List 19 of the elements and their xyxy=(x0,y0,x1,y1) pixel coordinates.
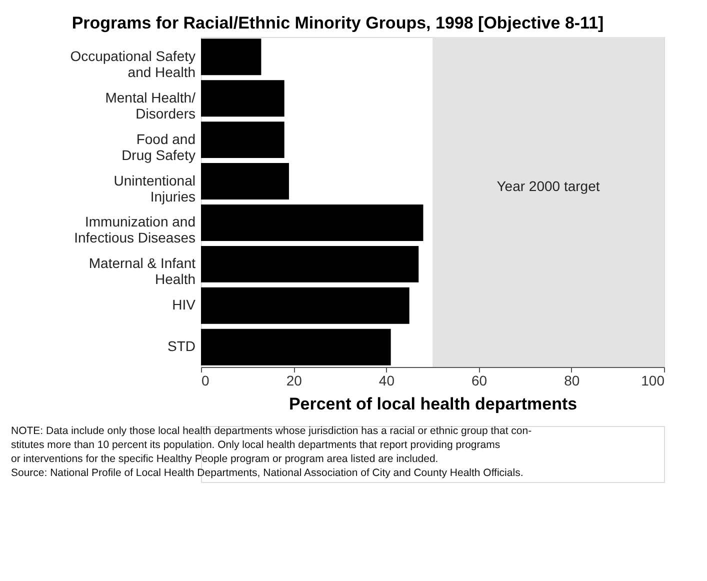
y-tick-label: STD xyxy=(168,338,196,354)
y-tick-label: Occupational Safety and Health xyxy=(70,48,196,80)
y-tick-label: HIV xyxy=(172,296,196,313)
x-tick-label: 100 xyxy=(641,372,665,388)
band-label: Year 2000 target xyxy=(496,178,600,194)
x-tick-label: 40 xyxy=(378,372,395,388)
x-axis-title: Percent of local health departments xyxy=(288,394,578,414)
chart-title: Programs for Racial/Ethnic Minority Groups, 1998 [Objective 8-11] xyxy=(72,14,604,32)
x-tick-label: 20 xyxy=(286,372,302,388)
x-tick-label: 60 xyxy=(472,372,488,388)
y-tick-label: Immunization and Infectious Diseases xyxy=(74,214,196,246)
y-tick-label: Food and Drug Safety xyxy=(122,130,196,163)
y-tick-label: Unintentional Injuries xyxy=(114,172,196,204)
y-tick-label: Maternal & Infant Health xyxy=(88,255,196,288)
source-note: Source: National Profile of Local Health Departments, National Association of City and County Health Officials. xyxy=(11,467,524,479)
x-tick-label: 0 xyxy=(202,372,210,388)
text: NOTE: Data include only those local health departments whose jurisdiction has a racial or ethnic group that con- stitutes more than 10 percent its population. Only local health departments that report providing programs or interventions for the specific Healthy People program or program area listed are included. xyxy=(11,425,532,465)
y-tick-label: Mental Health/ Disorders xyxy=(105,89,196,122)
x-tick-label: 80 xyxy=(564,372,580,388)
